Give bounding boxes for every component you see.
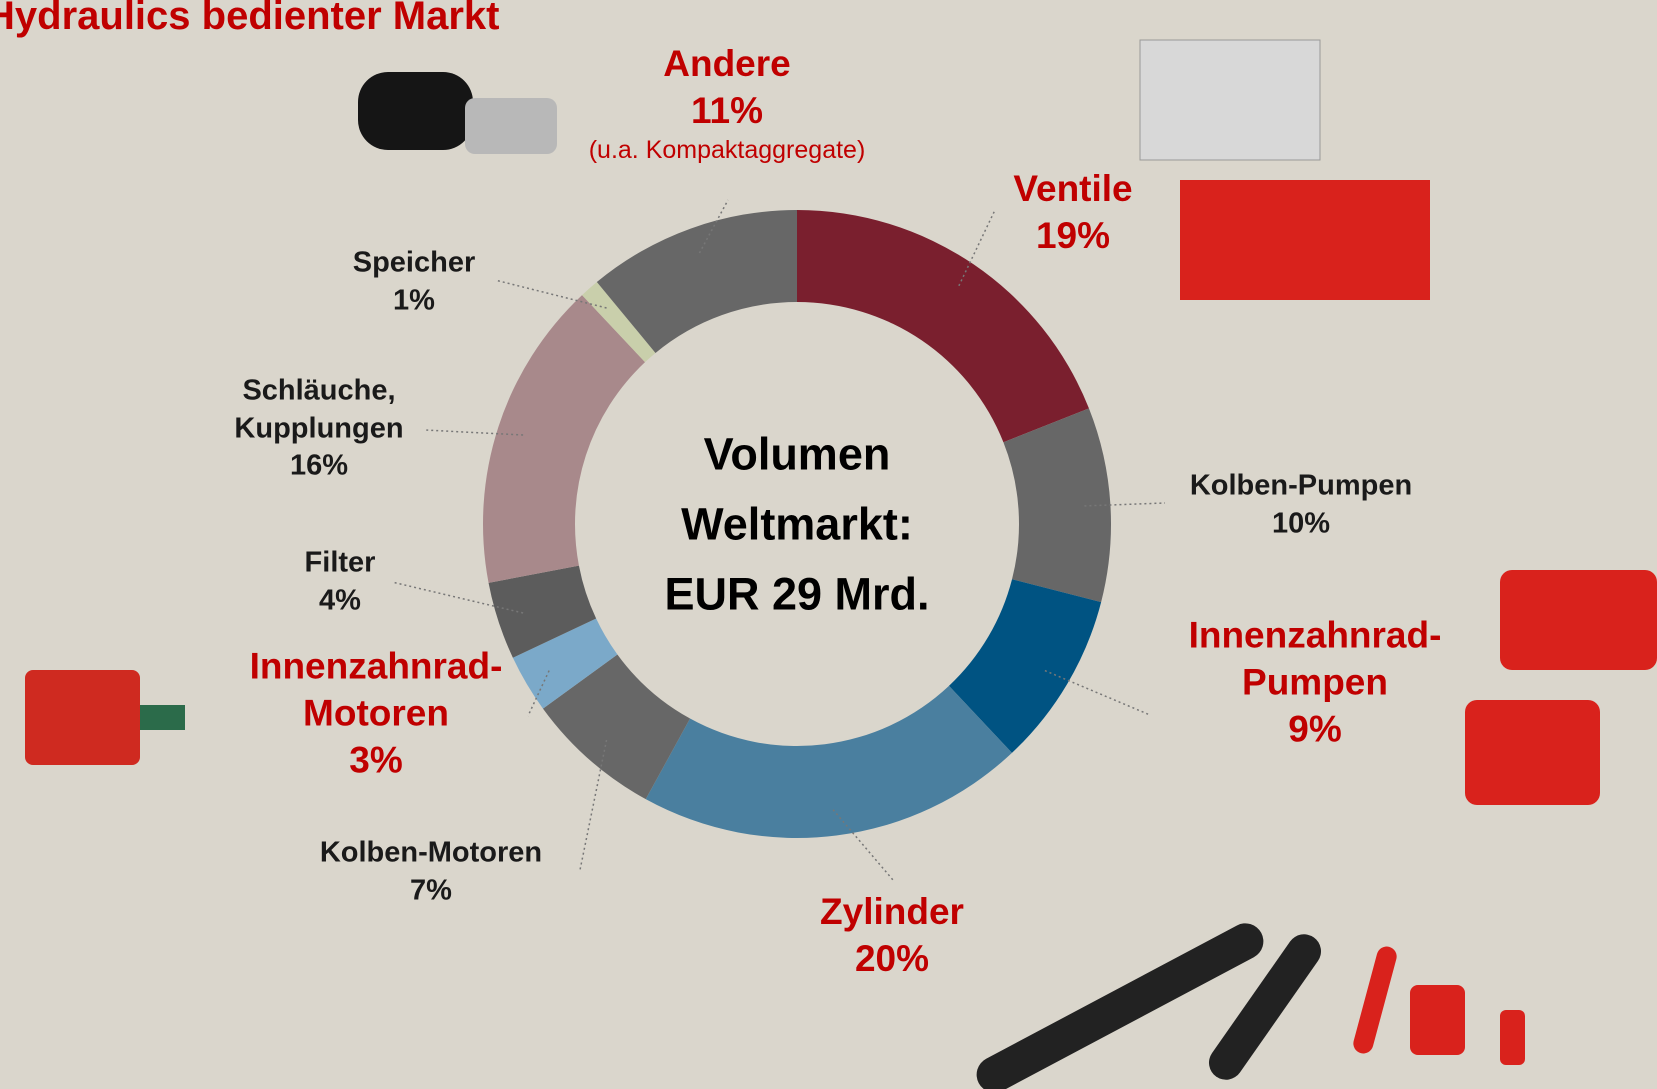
category-label: Schläuche, Kupplungen bbox=[234, 374, 404, 445]
center-line: Weltmarkt: bbox=[681, 498, 913, 550]
donut-segment bbox=[596, 210, 797, 353]
data-label: Zylinder 20% bbox=[820, 889, 964, 983]
category-label: Zylinder bbox=[820, 891, 964, 933]
donut-segment bbox=[948, 579, 1102, 753]
data-label: Kolben-Motoren 7% bbox=[320, 834, 542, 909]
leader-line bbox=[1084, 502, 1166, 507]
value-label: 16% bbox=[289, 449, 349, 482]
value-label: 7% bbox=[410, 874, 452, 906]
donut-segment bbox=[512, 618, 618, 709]
data-label: Andere 11% (u.a. Kompaktaggregate) bbox=[589, 41, 866, 165]
data-label: Filter 4% bbox=[305, 544, 376, 619]
annotation: (u.a. Kompaktaggregate) bbox=[588, 135, 866, 164]
center-line: Volumen bbox=[703, 428, 891, 480]
value-label: 1% bbox=[393, 284, 435, 316]
value-label: 10% bbox=[1271, 507, 1331, 539]
category-label: Speicher bbox=[352, 246, 476, 279]
leader-line bbox=[958, 209, 996, 287]
leader-line bbox=[1044, 669, 1151, 716]
leader-line bbox=[832, 809, 894, 881]
leader-line bbox=[698, 199, 729, 254]
data-label: Schläuche, Kupplungen 16% bbox=[199, 372, 439, 485]
category-label: Innenzahnrad-Pumpen bbox=[1188, 614, 1442, 703]
category-label: Filter bbox=[304, 546, 376, 579]
product-photo-valves bbox=[1139, 39, 1430, 300]
value-label: 20% bbox=[854, 938, 930, 979]
value-label: 3% bbox=[349, 739, 403, 781]
value-label: 9% bbox=[1288, 708, 1342, 750]
center-line: EUR 29 Mrd. bbox=[664, 567, 930, 619]
category-label: Ventile bbox=[1013, 168, 1133, 210]
donut-segment bbox=[582, 282, 656, 363]
chart-title: Hydraulics bedienter Markt bbox=[0, 0, 500, 38]
category-label: Andere bbox=[663, 43, 791, 85]
data-label: Kolben-Pumpen 10% bbox=[1190, 467, 1412, 542]
data-label: Ventile 19% bbox=[1013, 166, 1132, 260]
donut-segment bbox=[797, 210, 1089, 443]
data-label: Speicher 1% bbox=[353, 244, 476, 319]
category-label: Kolben-Pumpen bbox=[1189, 469, 1413, 502]
category-label: Kolben-Motoren bbox=[319, 836, 543, 869]
leader-line bbox=[579, 739, 608, 871]
leader-line bbox=[494, 279, 607, 309]
leader-line bbox=[424, 429, 524, 436]
value-label: 4% bbox=[319, 584, 361, 616]
category-label: Innenzahnrad-Motoren bbox=[249, 645, 503, 734]
donut-segment bbox=[542, 654, 691, 800]
product-photo-motor bbox=[25, 670, 185, 765]
donut-segment bbox=[645, 685, 1012, 838]
leader-line bbox=[527, 670, 550, 717]
product-photo-cylinders bbox=[976, 923, 1525, 1089]
data-label: Innenzahnrad-Motoren 3% bbox=[216, 644, 536, 785]
product-photo-aggregate bbox=[358, 72, 557, 154]
data-label: Innenzahnrad-Pumpen 9% bbox=[1150, 613, 1480, 754]
value-label: 19% bbox=[1035, 215, 1111, 256]
donut-segment bbox=[483, 295, 646, 583]
product-photo-pumps bbox=[1465, 570, 1657, 805]
donut-segment bbox=[488, 565, 597, 658]
donut-segment bbox=[1003, 408, 1111, 603]
center-label: Volumen Weltmarkt: EUR 29 Mrd. bbox=[664, 419, 929, 628]
value-label: 11% bbox=[690, 90, 763, 131]
